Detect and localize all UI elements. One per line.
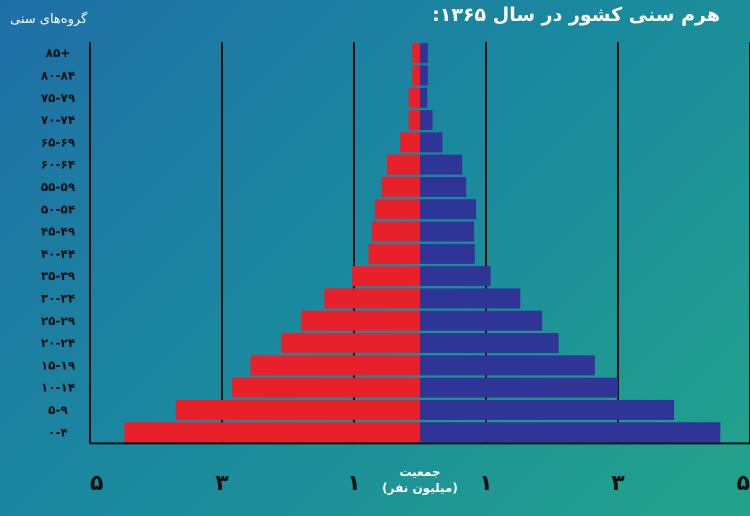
category-label-15: ۱۰-۱۴ — [41, 381, 75, 395]
bar-left-14 — [250, 355, 420, 376]
bar-left-5 — [387, 154, 420, 175]
grid-layer — [89, 42, 750, 444]
category-label-9: ۴۰-۴۴ — [41, 247, 75, 261]
bar-left-6 — [381, 176, 420, 197]
tick-label-4: ۳ — [611, 471, 625, 496]
bar-layer — [124, 43, 721, 443]
category-label-3: ۷۰-۷۴ — [41, 113, 75, 127]
bar-left-13 — [281, 333, 420, 354]
bar-right-6 — [420, 176, 467, 197]
bar-right-1 — [420, 65, 428, 86]
bar-left-3 — [408, 110, 420, 131]
bar-right-15 — [420, 377, 618, 398]
y-axis-label: گروه‌های سنی — [10, 12, 88, 27]
category-label-10: ۳۵-۳۹ — [41, 269, 76, 283]
bar-right-0 — [420, 43, 428, 64]
bar-right-3 — [420, 110, 433, 131]
bar-right-5 — [420, 154, 463, 175]
bar-left-17 — [124, 422, 420, 443]
chart-title: هرم سنی کشور در سال ۱۳۶۵: — [432, 4, 720, 26]
bar-left-10 — [352, 266, 420, 287]
bar-right-14 — [420, 355, 595, 376]
tick-label-1: ۳ — [215, 471, 229, 496]
category-label-17: ۰-۴ — [48, 425, 68, 439]
bar-left-15 — [231, 377, 420, 398]
bar-right-4 — [420, 132, 443, 153]
category-label-14: ۱۵-۱۹ — [41, 358, 76, 372]
tick-labels: ۵ ۳ ۱ ۱ ۳ ۵ — [90, 471, 750, 496]
category-label-16: ۵-۹ — [48, 403, 68, 417]
category-label-6: ۵۵-۵۹ — [41, 180, 76, 194]
category-label-8: ۴۵-۴۹ — [41, 225, 76, 239]
category-label-11: ۳۰-۳۴ — [41, 291, 75, 305]
bar-left-2 — [408, 87, 420, 108]
category-label-1: ۸۰-۸۴ — [41, 68, 75, 82]
bar-left-12 — [301, 310, 420, 331]
bar-right-9 — [420, 243, 475, 264]
bar-right-10 — [420, 266, 491, 287]
x-axis-title: جمعیت — [399, 465, 441, 479]
bar-left-4 — [400, 132, 420, 153]
bar-right-8 — [420, 221, 475, 242]
category-labels: ۸۵+ ۸۰-۸۴ ۷۵-۷۹ ۷۰-۷۴ ۶۵-۶۹ ۶۰-۶۴ ۵۵-۵۹ ۵۰-۵۴ ۴۵… — [41, 46, 76, 439]
bar-left-1 — [412, 65, 420, 86]
bar-right-12 — [420, 310, 543, 331]
tick-label-3: ۱ — [479, 471, 492, 496]
category-label-2: ۷۵-۷۹ — [41, 91, 76, 105]
tick-label-0: ۵ — [90, 471, 103, 496]
tick-label-2: ۱ — [347, 471, 360, 496]
category-label-0: ۸۵+ — [46, 46, 71, 60]
bar-left-7 — [375, 199, 420, 220]
bar-left-8 — [371, 221, 420, 242]
bar-left-16 — [175, 399, 420, 420]
bar-right-13 — [420, 333, 559, 354]
x-axis-label: جمعیت (میلیون نفر) — [372, 464, 468, 496]
bar-left-9 — [368, 243, 420, 264]
bar-right-17 — [420, 422, 721, 443]
bar-right-7 — [420, 199, 477, 220]
category-label-12: ۲۵-۲۹ — [41, 314, 76, 328]
bar-left-11 — [324, 288, 420, 309]
bar-right-11 — [420, 288, 521, 309]
tick-label-5: ۵ — [737, 471, 750, 496]
bar-right-2 — [420, 87, 428, 108]
bar-right-16 — [420, 399, 675, 420]
category-label-4: ۶۵-۶۹ — [41, 135, 76, 149]
category-label-7: ۵۰-۵۴ — [41, 202, 75, 216]
category-label-13: ۲۰-۲۴ — [41, 336, 75, 350]
bar-left-0 — [412, 43, 420, 64]
x-axis-unit: (میلیون نفر) — [382, 481, 458, 495]
category-label-5: ۶۰-۶۴ — [41, 158, 75, 172]
